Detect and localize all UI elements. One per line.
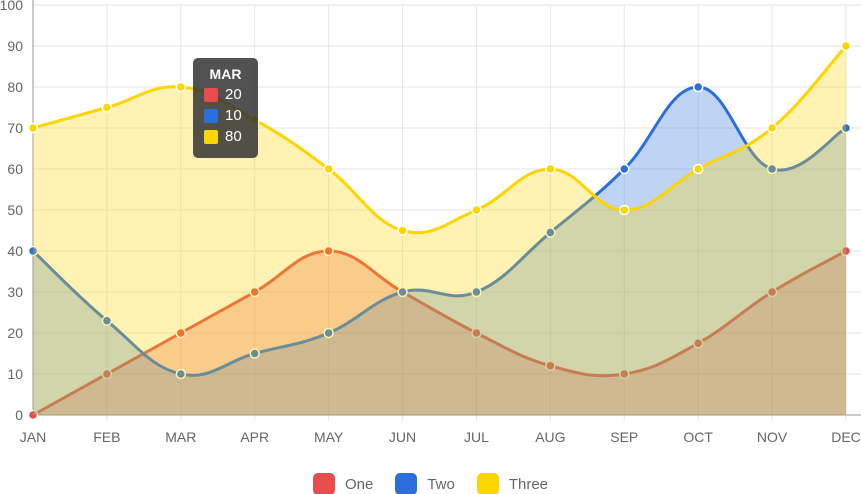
tooltip: MAR 20 10 80 xyxy=(193,58,258,158)
y-tick-label: 30 xyxy=(7,284,23,300)
legend-swatch-three xyxy=(476,473,499,494)
series-line-two xyxy=(31,85,847,377)
legend-label-three: Three xyxy=(508,475,549,493)
data-point-one xyxy=(323,245,334,257)
data-point-one xyxy=(692,338,704,349)
tooltip-value-one: 20 xyxy=(225,86,242,103)
legend-label-one: One xyxy=(344,475,374,493)
x-tick-label: JAN xyxy=(20,429,46,445)
data-point-three xyxy=(101,102,113,113)
tooltip-value-three: 80 xyxy=(225,128,242,145)
data-point-two xyxy=(27,245,39,257)
tooltip-swatch-three xyxy=(204,129,218,144)
data-point-three xyxy=(766,122,778,134)
data-point-one xyxy=(101,368,113,380)
tooltip-row-one: 20 xyxy=(204,86,258,103)
tooltip-row-three: 80 xyxy=(204,128,258,145)
y-tick-label: 20 xyxy=(7,325,23,341)
area-chart: 0 10 20 30 40 50 60 70 80 90 100 JAN FEB MAR APR MAY JUN… xyxy=(0,0,861,445)
data-point-three xyxy=(840,40,852,52)
data-point-one xyxy=(175,327,187,339)
y-tick-label: 10 xyxy=(7,366,23,382)
series-area-one xyxy=(33,251,846,415)
x-tick-label: FEB xyxy=(93,429,120,445)
data-point-two xyxy=(101,315,113,326)
legend-item-two[interactable]: Two xyxy=(395,473,455,494)
legend-swatch-two xyxy=(395,473,418,494)
data-point-three xyxy=(471,204,482,216)
data-point-three xyxy=(175,81,187,93)
tooltip-value-two: 10 xyxy=(225,107,242,124)
data-point-one xyxy=(840,245,852,257)
y-tick-label: 70 xyxy=(7,120,23,136)
series-area-two xyxy=(33,87,846,415)
tooltip-title: MAR xyxy=(209,66,242,82)
data-point-three xyxy=(27,122,39,134)
y-tick-label: 90 xyxy=(7,38,23,54)
x-tick-label: JUL xyxy=(464,429,489,445)
y-tick-label: 50 xyxy=(7,202,23,218)
data-point-one xyxy=(545,360,556,372)
data-point-two xyxy=(619,163,630,175)
x-tick-label: APR xyxy=(240,429,269,445)
data-point-two xyxy=(175,368,187,380)
legend-swatch-one xyxy=(312,473,335,494)
data-point-three xyxy=(397,225,408,236)
x-tick-label: SEP xyxy=(610,429,638,445)
legend: One Two Three xyxy=(0,473,861,494)
tooltip-swatch-one xyxy=(204,87,218,102)
x-tick-label: JUN xyxy=(389,429,416,445)
data-point-two xyxy=(471,286,482,298)
y-tick-label: 40 xyxy=(7,243,23,259)
x-tick-label: NOV xyxy=(757,429,788,445)
data-point-three xyxy=(545,163,556,175)
y-tick-label: 0 xyxy=(15,407,23,423)
data-point-one xyxy=(619,368,630,380)
data-point-two xyxy=(766,163,778,175)
series-area-three xyxy=(33,46,846,415)
data-point-two xyxy=(397,286,408,298)
data-point-two xyxy=(692,81,704,93)
data-point-three xyxy=(323,163,334,175)
legend-item-one[interactable]: One xyxy=(312,473,374,494)
data-point-three xyxy=(619,204,630,216)
data-point-two xyxy=(840,122,852,134)
data-point-one xyxy=(766,286,778,298)
data-point-one xyxy=(471,327,482,339)
data-point-three xyxy=(692,163,704,175)
y-tick-label: 80 xyxy=(7,79,23,95)
data-point-one xyxy=(27,409,39,421)
tooltip-swatch-two xyxy=(204,108,218,123)
data-point-two xyxy=(249,348,260,359)
data-point-two xyxy=(323,327,334,339)
data-point-two xyxy=(545,227,556,238)
tooltip-row-two: 10 xyxy=(204,107,258,124)
x-tick-label: MAY xyxy=(314,429,344,445)
x-tick-label: MAR xyxy=(165,429,196,445)
x-tick-label: OCT xyxy=(683,429,713,445)
y-tick-label: 60 xyxy=(7,161,23,177)
x-tick-label: DEC xyxy=(831,429,861,445)
x-tick-label: AUG xyxy=(535,429,565,445)
legend-item-three[interactable]: Three xyxy=(476,473,549,494)
data-point-one xyxy=(249,286,260,298)
series-line-one xyxy=(32,249,847,417)
legend-label-two: Two xyxy=(427,475,455,493)
y-tick-label: 100 xyxy=(0,0,23,13)
